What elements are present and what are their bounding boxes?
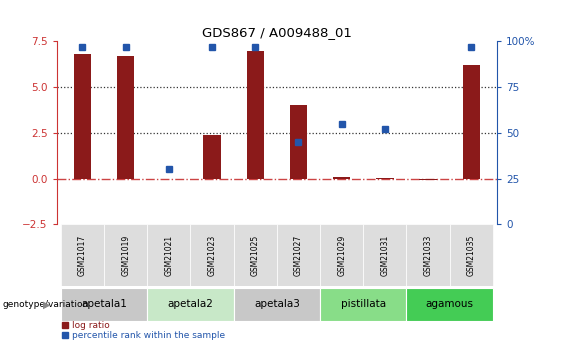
Bar	[61, 288, 147, 321]
Text: GSM21017: GSM21017	[78, 235, 87, 276]
Bar	[190, 224, 234, 286]
Bar	[104, 224, 147, 286]
Bar	[61, 224, 104, 286]
Text: GSM21023: GSM21023	[207, 235, 216, 276]
Text: pistillata: pistillata	[341, 299, 386, 309]
Text: GSM21027: GSM21027	[294, 235, 303, 276]
Text: GSM21031: GSM21031	[380, 235, 389, 276]
Bar	[74, 54, 91, 179]
Bar	[246, 51, 264, 179]
Text: GSM21035: GSM21035	[467, 235, 476, 276]
Text: apetala3: apetala3	[254, 299, 300, 309]
Bar	[450, 224, 493, 286]
Bar	[363, 224, 406, 286]
Text: apetala1: apetala1	[81, 299, 127, 309]
Bar	[234, 288, 320, 321]
Bar	[406, 288, 493, 321]
Title: GDS867 / A009488_01: GDS867 / A009488_01	[202, 26, 352, 39]
Bar	[320, 224, 363, 286]
Text: GSM21029: GSM21029	[337, 235, 346, 276]
Bar	[234, 224, 277, 286]
Bar	[419, 179, 437, 180]
Legend: log ratio, percentile rank within the sample: log ratio, percentile rank within the sa…	[61, 321, 225, 341]
Bar	[117, 56, 134, 179]
Text: GSM21019: GSM21019	[121, 235, 130, 276]
Text: ▶: ▶	[44, 299, 51, 309]
Text: GSM21025: GSM21025	[251, 235, 260, 276]
Bar	[290, 106, 307, 179]
Bar	[376, 178, 393, 179]
Bar	[463, 65, 480, 179]
Bar	[333, 177, 350, 179]
Text: GSM21033: GSM21033	[424, 235, 433, 276]
Bar	[320, 288, 406, 321]
Bar	[147, 288, 234, 321]
Bar	[147, 224, 190, 286]
Bar	[277, 224, 320, 286]
Text: agamous: agamous	[425, 299, 473, 309]
Text: apetala2: apetala2	[167, 299, 214, 309]
Bar	[406, 224, 450, 286]
Bar	[203, 135, 221, 179]
Text: GSM21021: GSM21021	[164, 235, 173, 276]
Text: genotype/variation: genotype/variation	[3, 300, 89, 309]
